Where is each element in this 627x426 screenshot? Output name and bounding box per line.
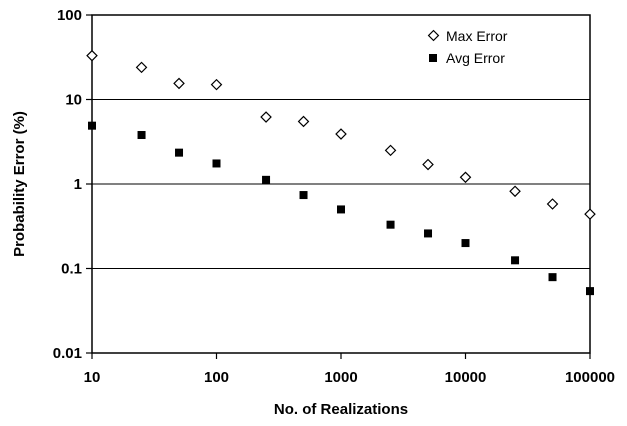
max-error-point bbox=[297, 115, 310, 128]
max-error-point bbox=[135, 61, 148, 74]
max-error-point bbox=[509, 185, 521, 198]
legend-label-max-error: Max Error bbox=[446, 28, 508, 44]
y-tick-label: 1 bbox=[74, 176, 82, 193]
avg-error-point bbox=[548, 273, 557, 282]
x-tick-label: 100000 bbox=[565, 369, 615, 386]
x-tick-labels: 10 100 1000 10000 100000 bbox=[84, 369, 615, 386]
legend-label-avg-error: Avg Error bbox=[446, 50, 505, 66]
avg-error-point bbox=[386, 220, 395, 229]
max-error-point bbox=[422, 158, 434, 171]
max-error-point bbox=[459, 171, 472, 184]
avg-error-point bbox=[262, 175, 271, 184]
x-tick-label: 100 bbox=[204, 369, 229, 386]
y-tick-label: 10 bbox=[65, 92, 82, 109]
x-axis-title: No. of Realizations bbox=[274, 401, 408, 418]
x-tick-label: 10000 bbox=[445, 369, 487, 386]
max-error-point bbox=[173, 77, 185, 90]
avg-error-point bbox=[424, 229, 433, 238]
max-error-point bbox=[384, 144, 397, 157]
x-tick-label: 10 bbox=[84, 369, 101, 386]
x-tick-label: 1000 bbox=[324, 369, 357, 386]
max-error-point bbox=[584, 208, 596, 220]
data-points bbox=[86, 49, 596, 296]
avg-error-point bbox=[88, 121, 96, 130]
max-error-point bbox=[86, 49, 98, 62]
avg-error-point bbox=[212, 159, 221, 168]
avg-error-point bbox=[337, 205, 345, 214]
y-axis-title: Probability Error (%) bbox=[11, 111, 28, 257]
max-error-point bbox=[210, 78, 223, 91]
avg-error-point bbox=[175, 148, 184, 157]
avg-error-point bbox=[299, 191, 308, 200]
gridlines bbox=[92, 99, 590, 269]
avg-error-point bbox=[586, 287, 594, 296]
legend-marker-avg-error bbox=[429, 54, 437, 62]
max-error-point bbox=[260, 111, 272, 123]
axis-ticks bbox=[86, 14, 591, 359]
legend-marker-max-error bbox=[427, 29, 440, 42]
y-tick-label: 100 bbox=[57, 7, 82, 24]
y-tick-label: 0.01 bbox=[53, 345, 82, 362]
y-tick-label: 0.1 bbox=[61, 261, 82, 278]
legend: Max Error Avg Error bbox=[427, 28, 508, 66]
y-tick-labels: 0.01 0.1 1 10 100 bbox=[53, 7, 82, 362]
avg-error-point bbox=[137, 131, 146, 140]
max-error-point bbox=[335, 128, 347, 140]
max-error-point bbox=[546, 198, 559, 210]
avg-error-point bbox=[511, 256, 520, 265]
avg-error-point bbox=[461, 239, 470, 248]
